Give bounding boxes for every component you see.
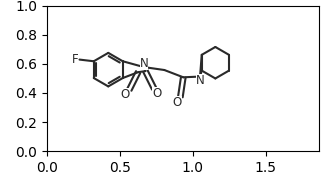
Text: O: O xyxy=(120,88,130,101)
Text: N: N xyxy=(140,57,148,70)
Text: F: F xyxy=(72,53,79,66)
Text: N: N xyxy=(196,74,204,88)
Text: O: O xyxy=(153,87,162,100)
Text: O: O xyxy=(173,96,182,109)
